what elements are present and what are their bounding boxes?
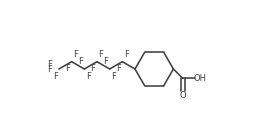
Text: F: F: [99, 50, 103, 59]
Text: F: F: [90, 64, 95, 73]
Text: F: F: [53, 72, 58, 81]
Text: O: O: [180, 91, 186, 100]
Text: F: F: [47, 60, 52, 69]
Text: OH: OH: [193, 74, 206, 83]
Text: F: F: [124, 50, 129, 59]
Text: F: F: [47, 65, 52, 74]
Text: F: F: [116, 64, 121, 73]
Text: F: F: [78, 57, 83, 67]
Text: F: F: [86, 71, 91, 81]
Text: F: F: [111, 71, 116, 81]
Text: F: F: [73, 50, 78, 59]
Text: F: F: [65, 64, 70, 73]
Text: F: F: [103, 57, 108, 67]
